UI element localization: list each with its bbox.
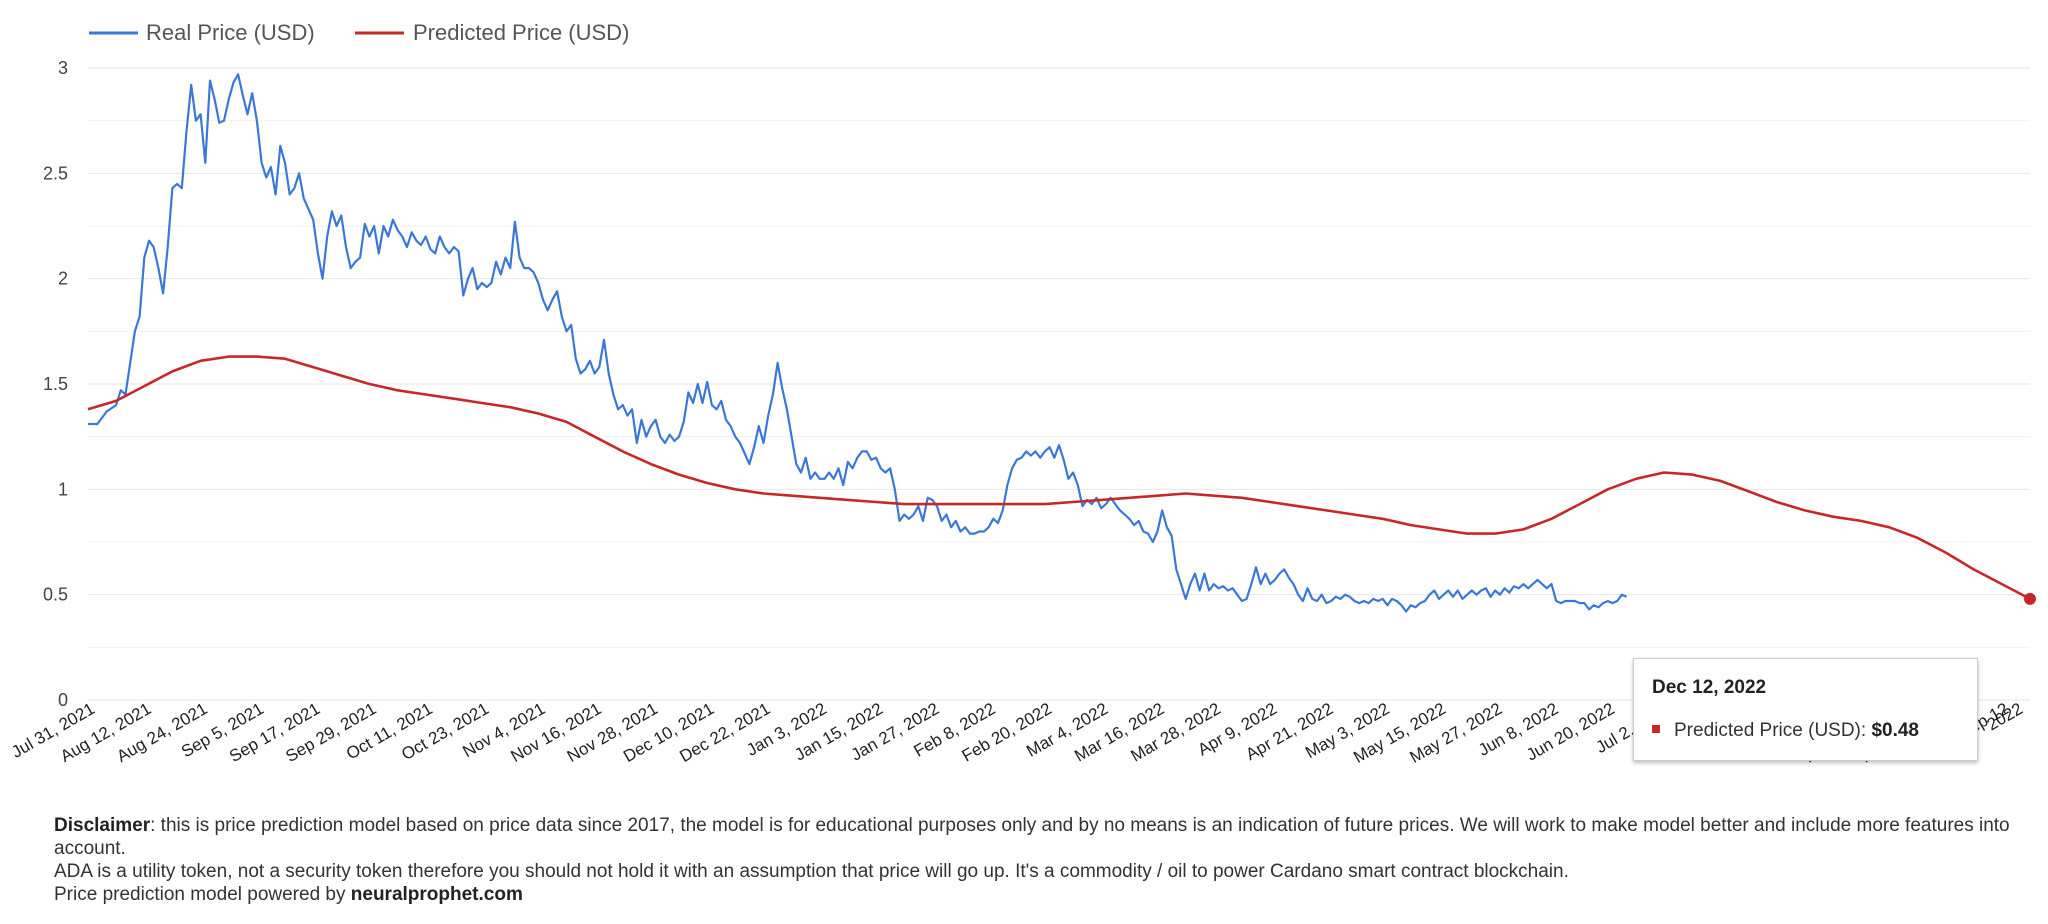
chart-legend: Real Price (USD) Predicted Price (USD) — [89, 20, 629, 45]
chart-series — [87, 73, 2036, 613]
y-tick-label: 0 — [58, 690, 68, 710]
chart-gridlines — [88, 67, 2030, 701]
disclaimer-bold-lead: Disclaimer — [54, 815, 151, 836]
y-tick-label: 2.5 — [43, 163, 68, 183]
y-tick-label: 2 — [58, 269, 68, 289]
legend-item-real-price[interactable]: Real Price (USD) — [89, 20, 315, 45]
chart-tooltip: Dec 12, 2022 Predicted Price (USD): $0.4… — [1633, 658, 1978, 761]
y-axis-ticks: 0 0.5 1 1.5 2 2.5 3 — [43, 58, 68, 710]
series-line-predicted-price[interactable] — [87, 355, 2031, 601]
tooltip-row: Predicted Price (USD): $0.48 — [1652, 720, 1919, 742]
y-tick-label: 0.5 — [43, 585, 68, 605]
disclaimer-text-1: : this is price prediction model based o… — [54, 815, 2010, 859]
legend-label-predicted-price: Predicted Price (USD) — [413, 20, 629, 45]
tooltip-series-label: Predicted Price (USD): — [1674, 720, 1872, 741]
disclaimer-line-3: Price prediction model powered by neural… — [54, 883, 2034, 906]
neuralprophet-link[interactable]: neuralprophet.com — [350, 884, 523, 905]
legend-label-real-price: Real Price (USD) — [146, 20, 315, 45]
series-line-real-price[interactable] — [88, 73, 1628, 613]
y-tick-label: 3 — [58, 58, 68, 78]
disclaimer-line-2: ADA is a utility token, not a security t… — [54, 861, 1569, 882]
y-tick-label: 1 — [58, 479, 68, 499]
legend-item-predicted-price[interactable]: Predicted Price (USD) — [355, 20, 629, 45]
tooltip-date: Dec 12, 2022 — [1652, 677, 1767, 698]
tooltip-value: $0.48 — [1871, 720, 1919, 741]
tooltip-series-swatch — [1652, 724, 1660, 733]
disclaimer-line-1: Disclaimer: this is price prediction mod… — [54, 814, 2034, 860]
highlighted-point[interactable] — [2024, 592, 2036, 605]
disclaimer-block: Disclaimer: this is price prediction mod… — [54, 814, 2034, 906]
disclaimer-powered-by: Price prediction model powered by — [54, 884, 351, 905]
y-tick-label: 1.5 — [43, 374, 68, 394]
